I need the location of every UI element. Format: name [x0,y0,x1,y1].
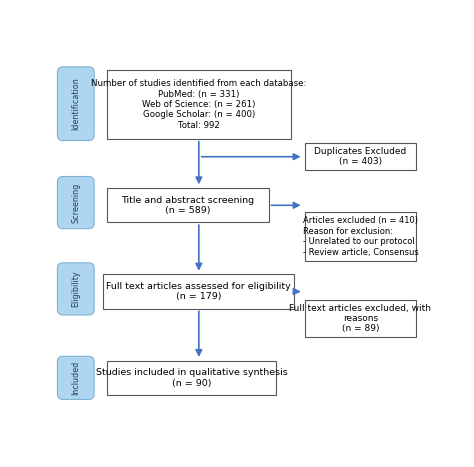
Text: Full text articles excluded, with
reasons
(n = 89): Full text articles excluded, with reason… [290,304,431,333]
FancyBboxPatch shape [103,275,294,309]
Text: Identification: Identification [71,78,80,130]
FancyBboxPatch shape [305,212,416,261]
FancyBboxPatch shape [305,143,416,170]
Text: Title and abstract screening
(n = 589): Title and abstract screening (n = 589) [121,196,255,215]
FancyBboxPatch shape [57,356,94,399]
Text: Included: Included [71,361,80,395]
FancyBboxPatch shape [57,177,94,229]
Text: Screening: Screening [71,183,80,223]
Text: Studies included in qualitative synthesis
(n = 90): Studies included in qualitative synthesi… [96,368,287,388]
Text: Duplicates Excluded
(n = 403): Duplicates Excluded (n = 403) [314,147,407,166]
FancyBboxPatch shape [57,263,94,315]
FancyBboxPatch shape [107,71,291,139]
FancyBboxPatch shape [107,188,269,222]
FancyBboxPatch shape [57,67,94,141]
Text: Articles excluded (n = 410)
Reason for exclusion:
- Unrelated to our protocol
- : Articles excluded (n = 410) Reason for e… [302,216,419,257]
Text: Eligibility: Eligibility [71,270,80,307]
FancyBboxPatch shape [107,361,276,395]
Text: Number of studies identified from each database:
PubMed: (n = 331)
Web of Scienc: Number of studies identified from each d… [91,79,307,130]
Text: Full text articles assessed for eligibility
(n = 179): Full text articles assessed for eligibil… [107,282,291,301]
FancyBboxPatch shape [305,300,416,338]
